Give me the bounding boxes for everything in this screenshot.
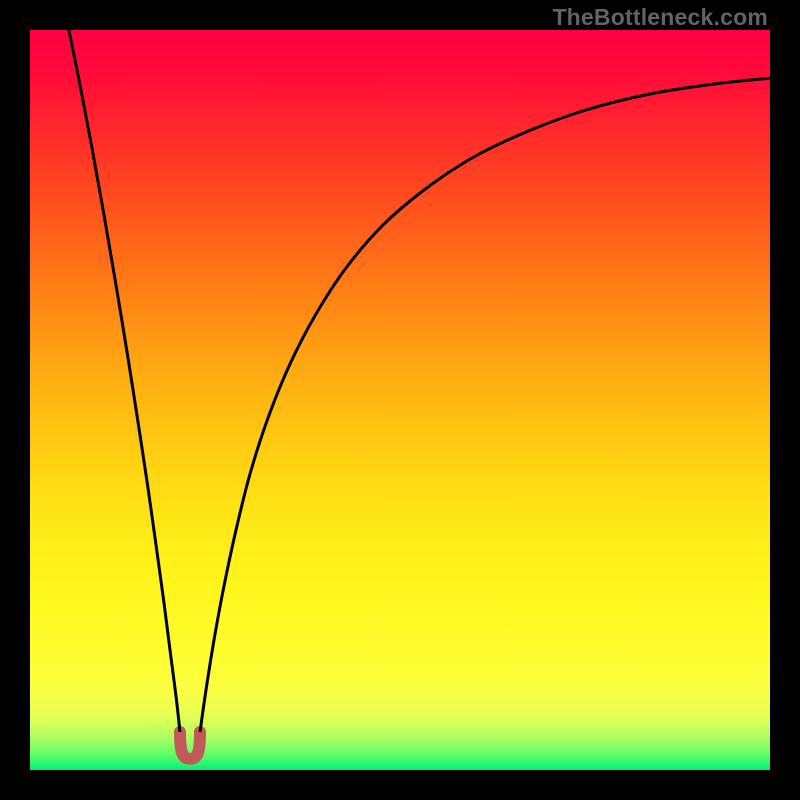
chart-container: TheBottleneck.com bbox=[0, 0, 800, 800]
frame-border-bottom bbox=[0, 770, 800, 800]
plot-area bbox=[30, 30, 770, 770]
frame-border-right bbox=[770, 0, 800, 800]
gradient-background bbox=[30, 30, 770, 770]
watermark-text: TheBottleneck.com bbox=[552, 4, 768, 31]
plot-svg bbox=[30, 30, 770, 770]
frame-border-left bbox=[0, 0, 30, 800]
